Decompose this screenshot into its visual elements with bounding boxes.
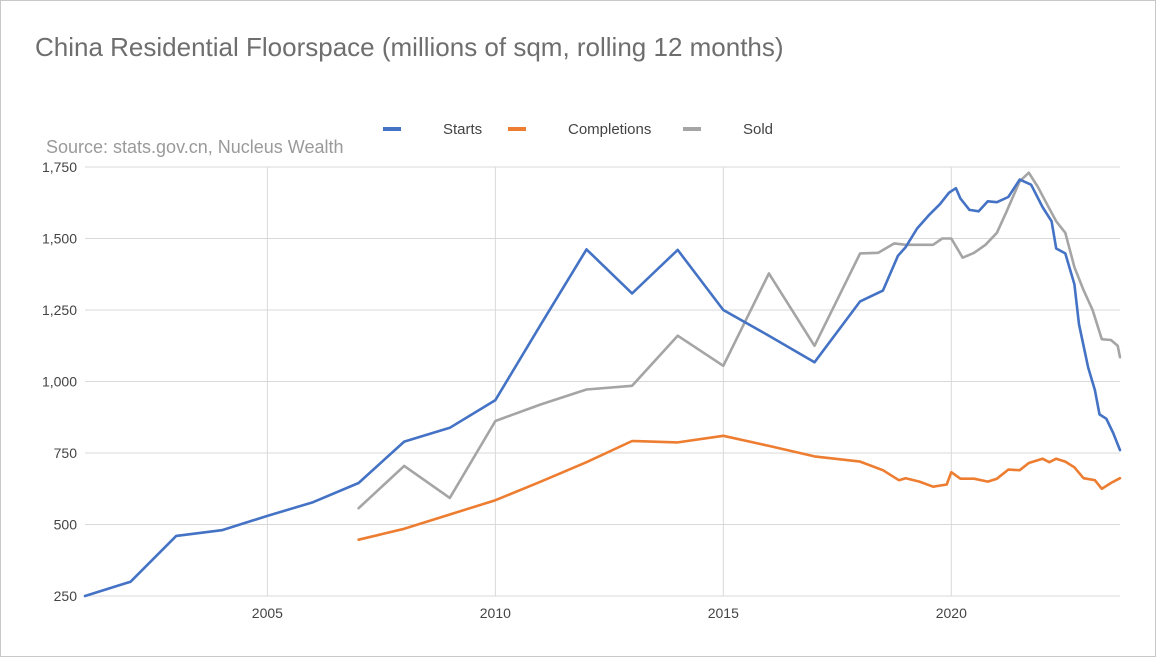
source-note: Source: stats.gov.cn, Nucleus Wealth: [46, 137, 344, 157]
y-tick-label: 500: [54, 517, 78, 533]
legend-swatch-completions: [508, 127, 526, 131]
y-tick-label: 1,500: [42, 231, 77, 247]
legend-label-sold: Sold: [743, 120, 774, 138]
chart-title: China Residential Floorspace (millions o…: [35, 32, 784, 62]
x-tick-label: 2005: [252, 605, 283, 621]
series-line-completions: [357, 434, 1122, 541]
x-tick-label: 2020: [936, 605, 967, 621]
y-tick-label: 1,750: [42, 159, 77, 175]
series-line-starts: [83, 178, 1122, 598]
legend-swatch-sold: [683, 127, 701, 131]
legend-label-completions: Completions: [568, 120, 652, 138]
legend-label-starts: Starts: [443, 120, 483, 138]
legend-item-starts: Starts: [383, 118, 482, 140]
x-tick-label: 2010: [480, 605, 511, 621]
legend-item-completions: Completions: [508, 118, 651, 140]
series-line-sold: [357, 171, 1122, 510]
chart-legend: Starts Completions Sold: [0, 118, 1156, 140]
y-tick-label: 1,000: [42, 374, 77, 390]
y-tick-label: 250: [54, 588, 78, 604]
legend-item-sold: Sold: [683, 118, 773, 140]
y-tick-label: 1,250: [42, 302, 77, 318]
y-tick-label: 750: [54, 445, 78, 461]
x-tick-label: 2015: [708, 605, 739, 621]
legend-swatch-starts: [383, 127, 401, 131]
